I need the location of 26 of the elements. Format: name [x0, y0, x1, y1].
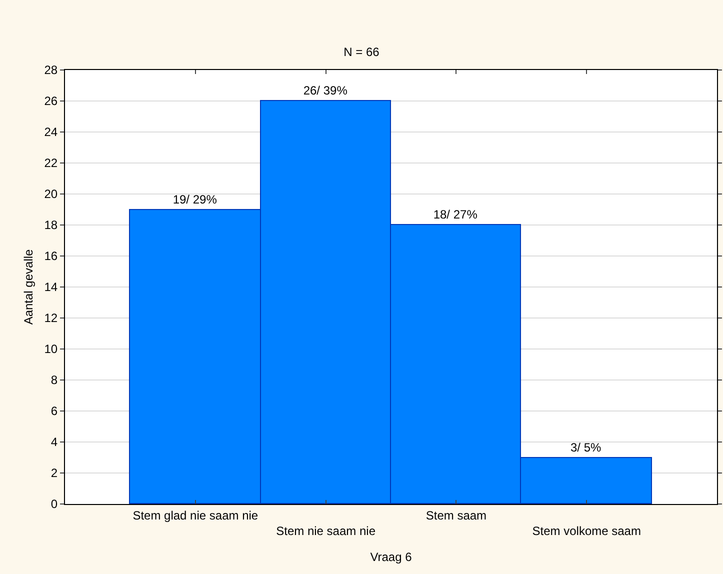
y-tick-label: 20	[44, 187, 58, 202]
y-tick-label: 28	[44, 63, 58, 78]
data-label: 19/ 29%	[172, 192, 218, 206]
y-tick-label: 16	[44, 249, 58, 264]
y-tick-label: 26	[44, 94, 58, 108]
y-tick-label: 22	[44, 156, 58, 170]
x-tick-label: Stem glad nie saam nie	[132, 508, 258, 522]
y-tick-label: 6	[50, 404, 58, 418]
y-axis-title: Aantal gevalle	[22, 248, 36, 325]
data-label: 26/ 39%	[303, 84, 348, 98]
y-tick-label: 24	[44, 125, 58, 140]
y-tick-label: 8	[50, 373, 58, 388]
y-tick-label: 18	[44, 218, 58, 232]
y-tick-label: 0	[50, 497, 58, 512]
y-tick-label: 4	[50, 435, 58, 450]
y-tick-label: 14	[44, 280, 58, 294]
x-axis-title: Vraag 6	[370, 550, 412, 564]
chart-title: N = 66	[344, 44, 380, 59]
x-tick-label: Stem saam	[426, 508, 487, 522]
y-tick-label: 10	[44, 342, 58, 356]
y-tick-label: 2	[50, 466, 58, 480]
data-label: 18/ 27%	[433, 208, 478, 222]
x-tick-label: Stem nie saam nie	[276, 524, 376, 538]
x-tick-label: Stem volkome saam	[532, 524, 641, 538]
y-tick-label: 12	[44, 311, 58, 326]
data-label: 3/ 5%	[570, 440, 602, 454]
